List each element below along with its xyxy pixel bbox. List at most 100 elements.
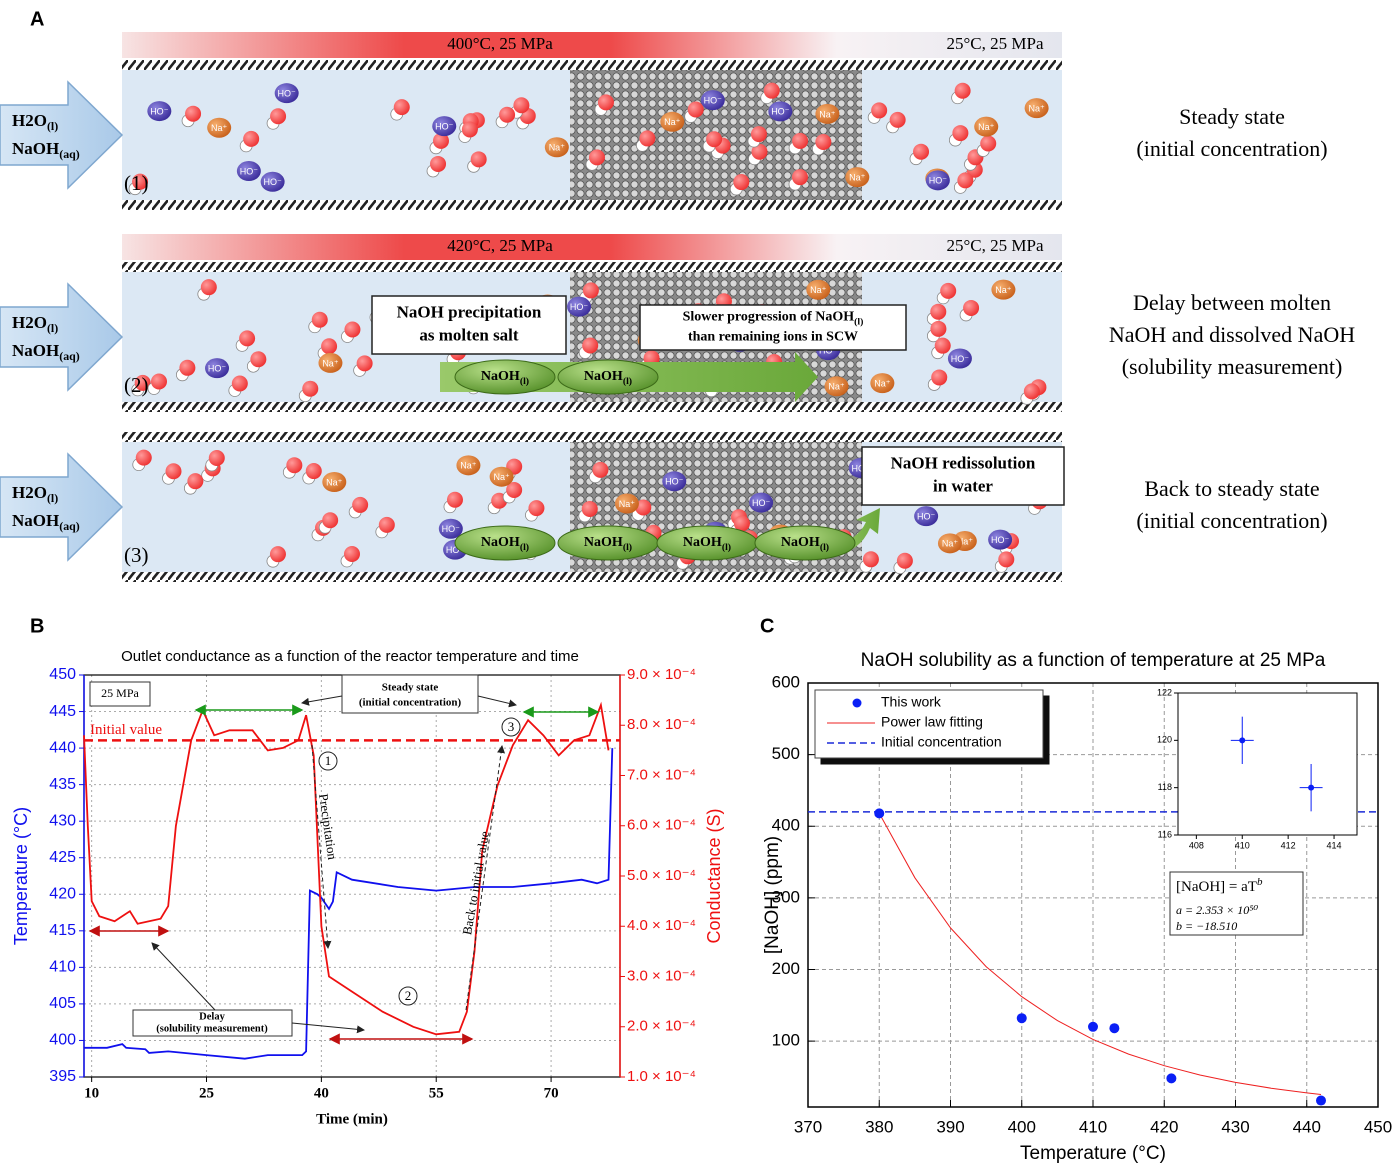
x-tick-label: 25 bbox=[199, 1085, 214, 1101]
subscript: (l) bbox=[722, 542, 731, 553]
delay-label: (solubility measurement) bbox=[156, 1023, 268, 1034]
water-molecule bbox=[344, 321, 361, 338]
x-tick-label: 410 bbox=[1079, 1117, 1107, 1136]
ion-label: HO⁻ bbox=[240, 166, 259, 176]
subscript: (l) bbox=[47, 491, 58, 505]
data-point bbox=[1088, 1021, 1098, 1032]
steady-box bbox=[341, 674, 479, 714]
water-molecule bbox=[446, 491, 463, 508]
text-part: H2O bbox=[12, 111, 47, 130]
chart-title: Outlet conductance as a function of the … bbox=[121, 648, 579, 665]
hydroxide-ion bbox=[749, 492, 774, 513]
ion-label: Na⁺ bbox=[978, 122, 995, 132]
equation: [NaOH] = aTb bbox=[1176, 876, 1263, 896]
text-part: NaOH bbox=[12, 139, 59, 158]
ion-label: Na⁺ bbox=[1028, 103, 1045, 113]
equation-part: [NaOH] = aT bbox=[1176, 879, 1257, 895]
ion-label: Na⁺ bbox=[957, 536, 974, 546]
trend-arrow bbox=[311, 744, 332, 949]
hydroxide-ion bbox=[988, 529, 1013, 550]
water-molecule bbox=[871, 102, 888, 119]
equation-box bbox=[1169, 871, 1304, 936]
sodium-ion bbox=[815, 103, 840, 124]
inset-y-tick-label: 118 bbox=[1158, 782, 1172, 792]
ion-label: HO⁻ bbox=[704, 96, 723, 106]
water-molecule bbox=[592, 461, 609, 478]
ion-label: Na⁺ bbox=[664, 117, 681, 127]
callout-text: than remaining ions in SCW bbox=[688, 330, 858, 345]
inset-y-tick-label: 116 bbox=[1158, 829, 1172, 839]
y2-tick-label: 7.0 × 10⁻⁴ bbox=[627, 766, 696, 783]
text-part: in water bbox=[933, 476, 993, 495]
row-description: Steady state bbox=[1179, 104, 1285, 129]
inset-area bbox=[1177, 692, 1358, 836]
y-tick-label: 300 bbox=[772, 887, 800, 906]
ion-label: Na⁺ bbox=[549, 143, 566, 153]
sodium-ion bbox=[207, 117, 232, 138]
sodium-ion bbox=[318, 352, 343, 373]
water-molecule bbox=[356, 355, 373, 372]
molten-label: NaOH(l) bbox=[584, 369, 632, 387]
inlet-species: H2O(l) bbox=[12, 483, 58, 505]
water-molecule bbox=[187, 473, 204, 490]
subscript: (aq) bbox=[59, 349, 80, 363]
water-molecule bbox=[286, 457, 303, 474]
y2-tick-label: 9.0 × 10⁻⁴ bbox=[627, 666, 696, 683]
water-molecule bbox=[270, 108, 287, 125]
water-molecule bbox=[239, 330, 256, 347]
inlet-arrow bbox=[0, 282, 124, 392]
text-part: H2O bbox=[12, 483, 47, 502]
text-part: Slower progression of NaOH bbox=[683, 310, 855, 325]
water-molecule bbox=[231, 375, 248, 392]
x-tick-label: 390 bbox=[936, 1117, 964, 1136]
water-molecule bbox=[135, 449, 152, 466]
water-molecule bbox=[393, 99, 410, 116]
x-tick-label: 55 bbox=[429, 1085, 444, 1101]
water-molecule bbox=[862, 551, 879, 568]
ion-label: Na⁺ bbox=[810, 285, 827, 295]
steady-label: Steady state bbox=[382, 682, 439, 694]
text-part: as molten salt bbox=[419, 325, 519, 344]
molten-label: NaOH(l) bbox=[781, 535, 829, 553]
sodium-ion bbox=[824, 376, 849, 397]
water-molecule bbox=[1023, 383, 1040, 400]
pressure-box bbox=[89, 681, 151, 707]
ion-label: HO⁻ bbox=[208, 364, 227, 374]
y-tick-label: 395 bbox=[49, 1068, 76, 1085]
sodium-ion bbox=[1024, 98, 1049, 119]
inset-x-tick-label: 414 bbox=[1327, 840, 1342, 850]
x-tick-label: 70 bbox=[544, 1085, 559, 1101]
text-part: H2O bbox=[12, 313, 47, 332]
ion-label: HO⁻ bbox=[929, 176, 948, 186]
tube-wall bbox=[122, 60, 1062, 70]
data-line bbox=[83, 701, 610, 1036]
hydroxide-ion bbox=[925, 170, 950, 191]
water-molecule bbox=[954, 82, 971, 99]
water-molecule bbox=[200, 279, 217, 296]
ion-label: HO⁻ bbox=[917, 512, 936, 522]
callout-text: in water bbox=[933, 476, 993, 495]
hydroxide-ion bbox=[662, 471, 687, 492]
hydroxide-ion bbox=[438, 518, 463, 539]
subscript: (l) bbox=[520, 542, 529, 553]
ion-label: HO⁻ bbox=[951, 354, 970, 364]
water-molecule bbox=[952, 125, 969, 142]
equation-param: a = 2.353 × 10⁵⁰ bbox=[1176, 903, 1258, 917]
sodium-ion bbox=[660, 111, 685, 132]
step-circle bbox=[318, 751, 338, 771]
x-tick-label: 40 bbox=[314, 1085, 329, 1101]
pointer-arrow bbox=[477, 695, 517, 708]
water-molecule bbox=[250, 351, 267, 368]
water-molecule bbox=[430, 155, 447, 172]
callout-text: as molten salt bbox=[419, 325, 519, 344]
data-line bbox=[878, 813, 1322, 1095]
legend-label: Power law fitting bbox=[881, 714, 983, 730]
sodium-ion bbox=[322, 472, 347, 493]
water-molecule bbox=[998, 551, 1015, 568]
row-description: Back to steady state bbox=[1144, 476, 1319, 501]
y-tick-label: 405 bbox=[49, 995, 76, 1012]
hydroxide-ion bbox=[700, 90, 725, 111]
y-tick-label: 440 bbox=[49, 739, 76, 756]
x-tick-label: 10 bbox=[84, 1085, 99, 1101]
